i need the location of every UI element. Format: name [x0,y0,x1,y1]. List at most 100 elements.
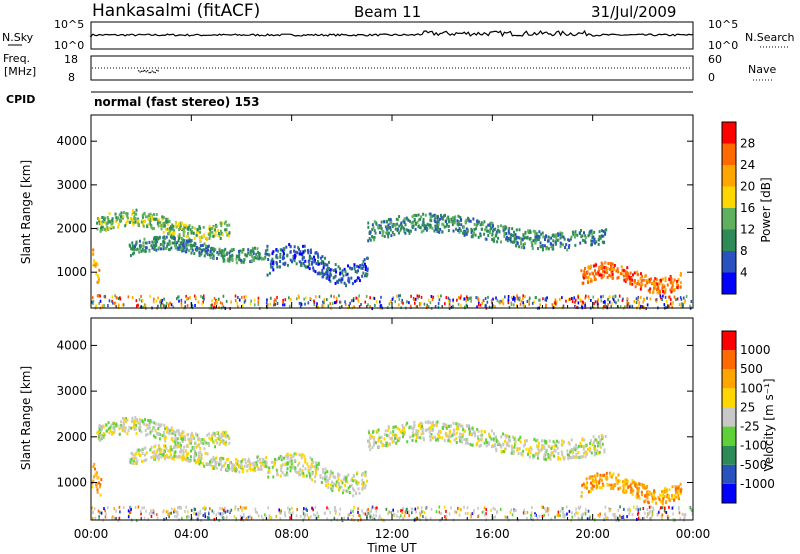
scatter-cell [331,484,334,488]
scatter-cell [657,285,660,289]
scatter-cell [414,432,417,436]
scatter-cell [457,427,460,431]
scatter-cell [353,263,356,267]
noise-cell [671,305,673,309]
scatter-cell [307,465,310,469]
scatter-cell [178,454,181,458]
scatter-cell [92,263,95,267]
scatter-cell [193,241,196,245]
scatter-cell [430,434,433,438]
noise-cell [678,303,681,307]
scatter-cell [340,485,343,489]
scatter-cell [207,233,210,237]
noise-cell [469,296,471,300]
noise-cell [335,299,338,303]
scatter-cell [135,240,138,244]
noise-cell [113,507,116,511]
noise-cell [414,517,416,521]
scatter-cell [593,264,596,268]
noise-cell [200,294,202,298]
scatter-cell [543,439,546,443]
noise-cell [257,300,260,304]
scatter-cell [416,431,419,435]
noise-cell [112,301,114,305]
scatter-cell [94,264,97,268]
noise-cell [603,517,605,521]
scatter-cell [583,271,586,275]
noise-cell [357,299,360,303]
scatter-cell [651,291,654,295]
scatter-cell [321,271,324,275]
scatter-cell [185,243,188,247]
scatter-cell [212,433,215,437]
scatter-cell [275,262,278,266]
scatter-cell [410,221,413,225]
noise-cell [204,515,207,519]
scatter-cell [281,257,284,261]
scatter-cell [664,288,667,292]
scatter-cell [555,236,558,240]
noise-cell [690,300,693,304]
noise-cell [103,507,105,511]
x-tick-label: 20:00 [575,527,610,541]
scatter-cell [598,268,601,272]
scatter-cell [602,229,605,233]
noise-cell [485,512,487,516]
scatter-cell [618,479,621,483]
noise-cell [524,305,526,309]
noise-cell [148,512,151,516]
scatter-cell [506,441,509,445]
noise-cell [113,516,116,520]
scatter-cell [553,235,556,239]
scatter-cell [368,444,371,448]
scatter-cell [532,239,535,243]
scatter-cell [505,237,508,241]
scatter-cell [426,222,429,226]
scatter-cell [252,252,255,256]
scatter-cell [480,227,483,231]
scatter-cell [132,223,135,227]
scatter-cell [266,465,269,469]
noise-cell [615,519,618,523]
scatter-cell [321,476,324,480]
scatter-cell [422,431,425,435]
scatter-cell [262,458,265,462]
scatter-cell [644,284,647,288]
noise-cell [619,305,622,309]
scatter-cell [630,486,633,490]
scatter-cell [224,247,227,251]
noise-cell [185,505,187,509]
noise-cell [115,296,118,300]
noise-cell [502,302,505,306]
scatter-cell [584,275,587,279]
noise-cell [111,295,114,299]
noise-cell [410,511,413,515]
scatter-cell [597,271,600,275]
scatter-cell [617,275,620,279]
scatter-cell [456,422,459,426]
scatter-cell [177,429,180,433]
scatter-cell [638,482,641,486]
scatter-cell [567,454,570,458]
noise-cell [201,296,204,300]
noise-cell [477,506,479,510]
noise-cell [287,506,289,510]
scatter-cell [336,280,339,284]
scatter-cell [320,261,323,265]
noise-cell [612,298,615,302]
scatter-cell [637,494,640,498]
noise-cell [390,511,392,515]
scatter-cell [183,226,186,230]
scatter-cell [285,454,288,458]
noise-cell [570,297,573,301]
scatter-cell [228,231,231,235]
scatter-cell [209,256,212,260]
noise-cell [340,300,343,304]
scatter-cell [96,490,99,494]
scatter-cell [605,477,608,481]
scatter-cell [568,244,571,248]
scatter-cell [199,236,202,240]
scatter-cell [345,478,348,482]
scatter-cell [412,224,415,228]
scatter-cell [372,226,375,230]
